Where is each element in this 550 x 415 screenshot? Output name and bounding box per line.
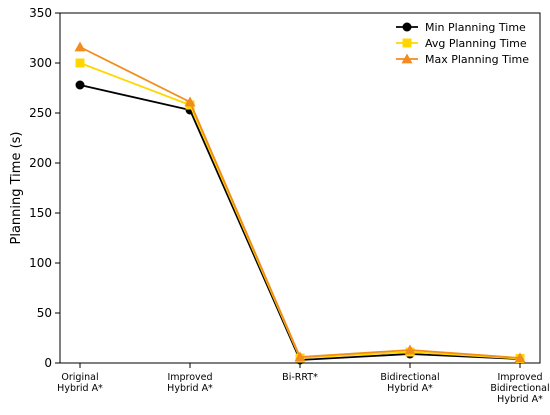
data-point xyxy=(404,344,416,355)
x-axis: Original Hybrid A*Improved Hybrid A*Bi-RRT… xyxy=(57,363,550,405)
legend-entry: Avg Planning Time xyxy=(396,37,527,50)
legend-entry: Min Planning Time xyxy=(396,21,526,34)
series-3 xyxy=(74,41,526,363)
y-tick-label: 200 xyxy=(29,156,52,170)
legend-label: Max Planning Time xyxy=(425,53,529,66)
y-tick-label: 150 xyxy=(29,206,52,220)
x-tick-label-line: Improved xyxy=(167,372,212,383)
y-tick-label: 100 xyxy=(29,256,52,270)
legend: Min Planning Time Avg Planning Time Max Pl… xyxy=(396,21,529,66)
data-point xyxy=(74,41,86,52)
y-tick-label: 350 xyxy=(29,6,52,20)
x-tick-label: Original Hybrid A* xyxy=(57,372,103,394)
y-axis-title: Planning Time (s) xyxy=(9,132,24,245)
y-tick-label: 250 xyxy=(29,106,52,120)
legend-marker xyxy=(402,22,412,32)
legend-label: Avg Planning Time xyxy=(425,37,527,50)
x-tick-label: Bi-RRT* xyxy=(282,372,318,383)
x-tick-label-line: Hybrid A* xyxy=(57,383,103,394)
x-tick-label-line: Bidirectional xyxy=(380,372,439,383)
x-tick-label-line: Improved xyxy=(497,372,542,383)
y-tick-label: 0 xyxy=(44,356,52,370)
x-tick-label: Improved Bidirectional Hybrid A* xyxy=(490,372,549,405)
legend-marker xyxy=(402,38,412,48)
legend-entry: Max Planning Time xyxy=(396,53,529,66)
series-layer xyxy=(74,41,526,365)
x-tick-label-line: Bi-RRT* xyxy=(282,372,318,383)
y-tick-label: 300 xyxy=(29,56,52,70)
legend-marker xyxy=(401,53,413,64)
data-point xyxy=(75,58,85,68)
y-tick-label: 50 xyxy=(37,306,52,320)
x-tick-label: Improved Hybrid A* xyxy=(167,372,213,394)
x-tick-label: Bidirectional Hybrid A* xyxy=(380,372,439,394)
data-point xyxy=(184,96,196,107)
x-tick-label-line: Hybrid A* xyxy=(497,394,543,405)
legend-label: Min Planning Time xyxy=(425,21,526,34)
x-tick-label-line: Hybrid A* xyxy=(167,383,213,394)
plot-area xyxy=(59,12,541,364)
x-tick-label-line: Original xyxy=(61,372,98,383)
plot-frame xyxy=(59,12,541,364)
y-axis: 0 50 100 150 200 250 300 350 xyxy=(29,6,60,370)
data-point xyxy=(294,351,306,362)
data-point xyxy=(514,352,526,363)
data-point xyxy=(75,80,85,90)
x-tick-label-line: Hybrid A* xyxy=(387,383,433,394)
x-tick-label-line: Bidirectional xyxy=(490,383,549,394)
